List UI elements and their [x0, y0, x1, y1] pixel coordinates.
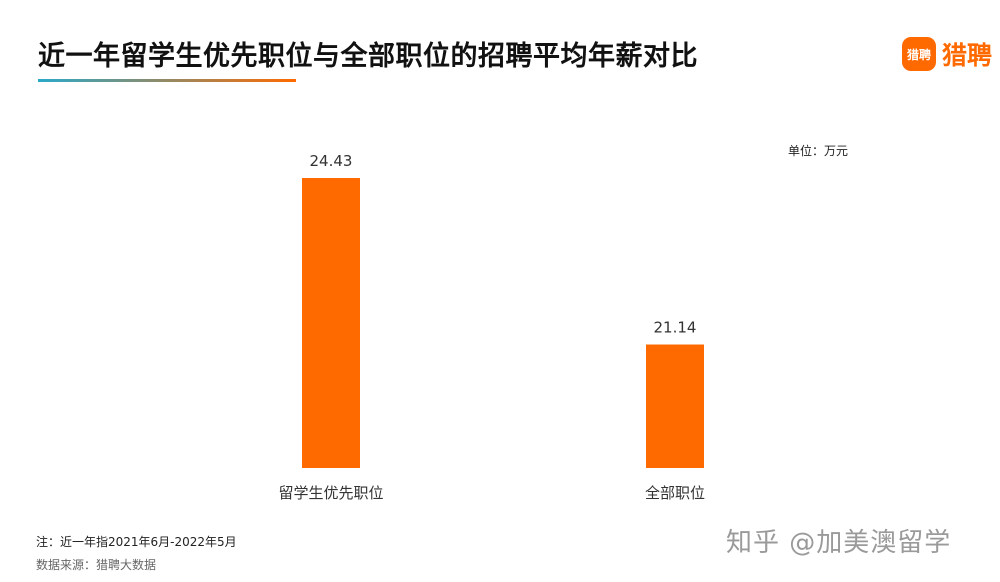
bar-value-label-1: 24.43: [310, 152, 353, 170]
liepin-logo-icon: 猎聘: [901, 37, 936, 71]
chart-title: 近一年留学生优先职位与全部职位的招聘平均年薪对比: [38, 41, 698, 72]
bar-2: [646, 344, 704, 468]
liepin-logo-text: 猎聘: [941, 41, 992, 70]
footnote: 注：近一年指2021年6月-2022年5月: [36, 535, 237, 549]
data-source: 数据来源：猎聘大数据: [36, 558, 157, 572]
title-underline: [38, 79, 296, 82]
category-label-1: 留学生优先职位: [278, 484, 383, 502]
bar-value-label-2: 21.14: [654, 319, 697, 337]
unit-label: 单位：万元: [788, 144, 849, 158]
category-label-2: 全部职位: [645, 484, 705, 502]
liepin-logo: 猎聘 猎聘: [901, 36, 992, 72]
watermark: 知乎 @加美澳留学: [726, 528, 952, 558]
bar-1: [302, 178, 360, 468]
